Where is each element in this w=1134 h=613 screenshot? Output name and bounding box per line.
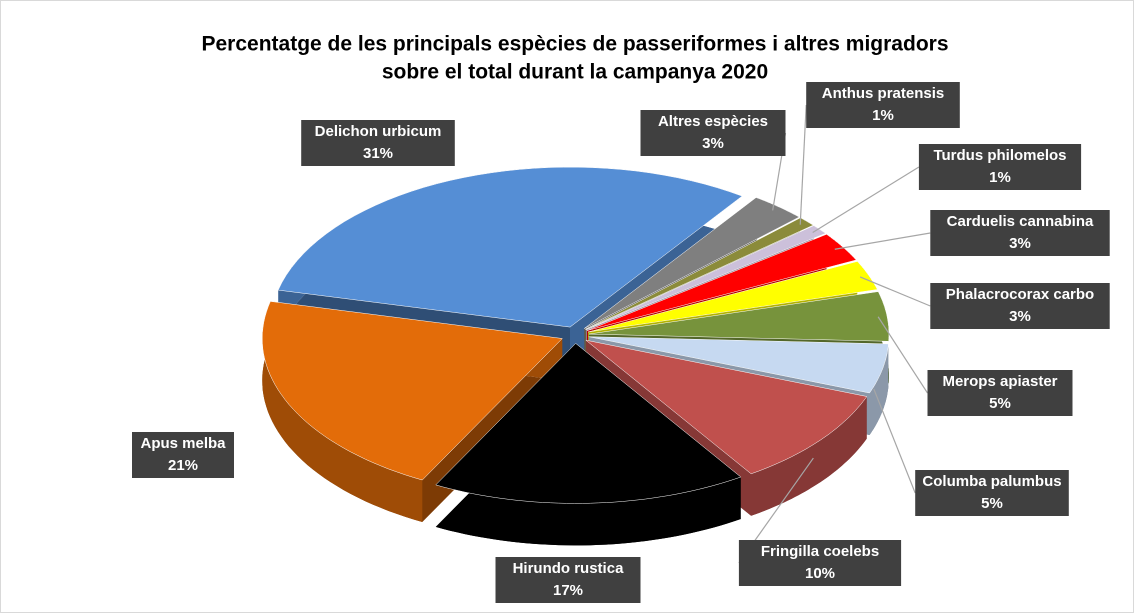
label-box (927, 370, 1073, 416)
label-box (806, 82, 960, 128)
label-name: Fringilla coelebs (761, 543, 879, 560)
label-name: Anthus pratensis (822, 85, 945, 102)
chart-title: sobre el total durant la campanya 2020 (382, 61, 768, 84)
label-value: 3% (702, 135, 724, 152)
label-name: Phalacrocorax carbo (946, 286, 1094, 303)
label-value: 5% (989, 395, 1011, 412)
label-box (930, 283, 1110, 329)
slice (262, 301, 563, 481)
label-value: 3% (1009, 235, 1031, 252)
label-value: 5% (981, 495, 1003, 512)
slice (585, 225, 827, 330)
label-name: Columba palumbus (922, 473, 1061, 490)
slice (585, 217, 814, 330)
label-name: Merops apiaster (942, 373, 1057, 390)
slice-side (585, 340, 867, 516)
chart-title: Percentatge de les principals espècies d… (201, 33, 948, 56)
leader-line (873, 388, 916, 494)
label-box (495, 557, 641, 603)
label-value: 3% (1009, 308, 1031, 325)
label-value: 17% (553, 582, 583, 599)
slice (435, 343, 742, 504)
slice (588, 336, 889, 394)
label-name: Altres espècies (658, 113, 768, 130)
label-name: Delichon urbicum (315, 123, 442, 140)
label-box (915, 470, 1069, 516)
label-box (132, 432, 234, 478)
leader-line (834, 232, 931, 250)
label-name: Apus melba (140, 435, 226, 452)
pie (262, 166, 890, 546)
label-value: 1% (989, 169, 1011, 186)
label-name: Turdus philomelos (933, 147, 1066, 164)
leader-line (812, 166, 920, 233)
label-box (738, 540, 902, 586)
label-box (918, 144, 1082, 190)
slice (586, 234, 857, 331)
label-box (640, 110, 786, 156)
label-value: 1% (872, 107, 894, 124)
label-name: Hirundo rustica (513, 560, 625, 577)
leader-line (859, 276, 931, 307)
slice (277, 166, 743, 328)
leader-line (799, 104, 807, 225)
label-value: 10% (805, 565, 835, 582)
label-box (930, 210, 1110, 256)
slice (588, 261, 878, 333)
slice (585, 339, 868, 475)
slice (583, 197, 800, 329)
label-value: 21% (168, 457, 198, 474)
label-box (301, 120, 455, 166)
label-value: 31% (363, 145, 393, 162)
leader-line (877, 316, 929, 394)
label-name: Carduelis cannabina (947, 213, 1094, 230)
